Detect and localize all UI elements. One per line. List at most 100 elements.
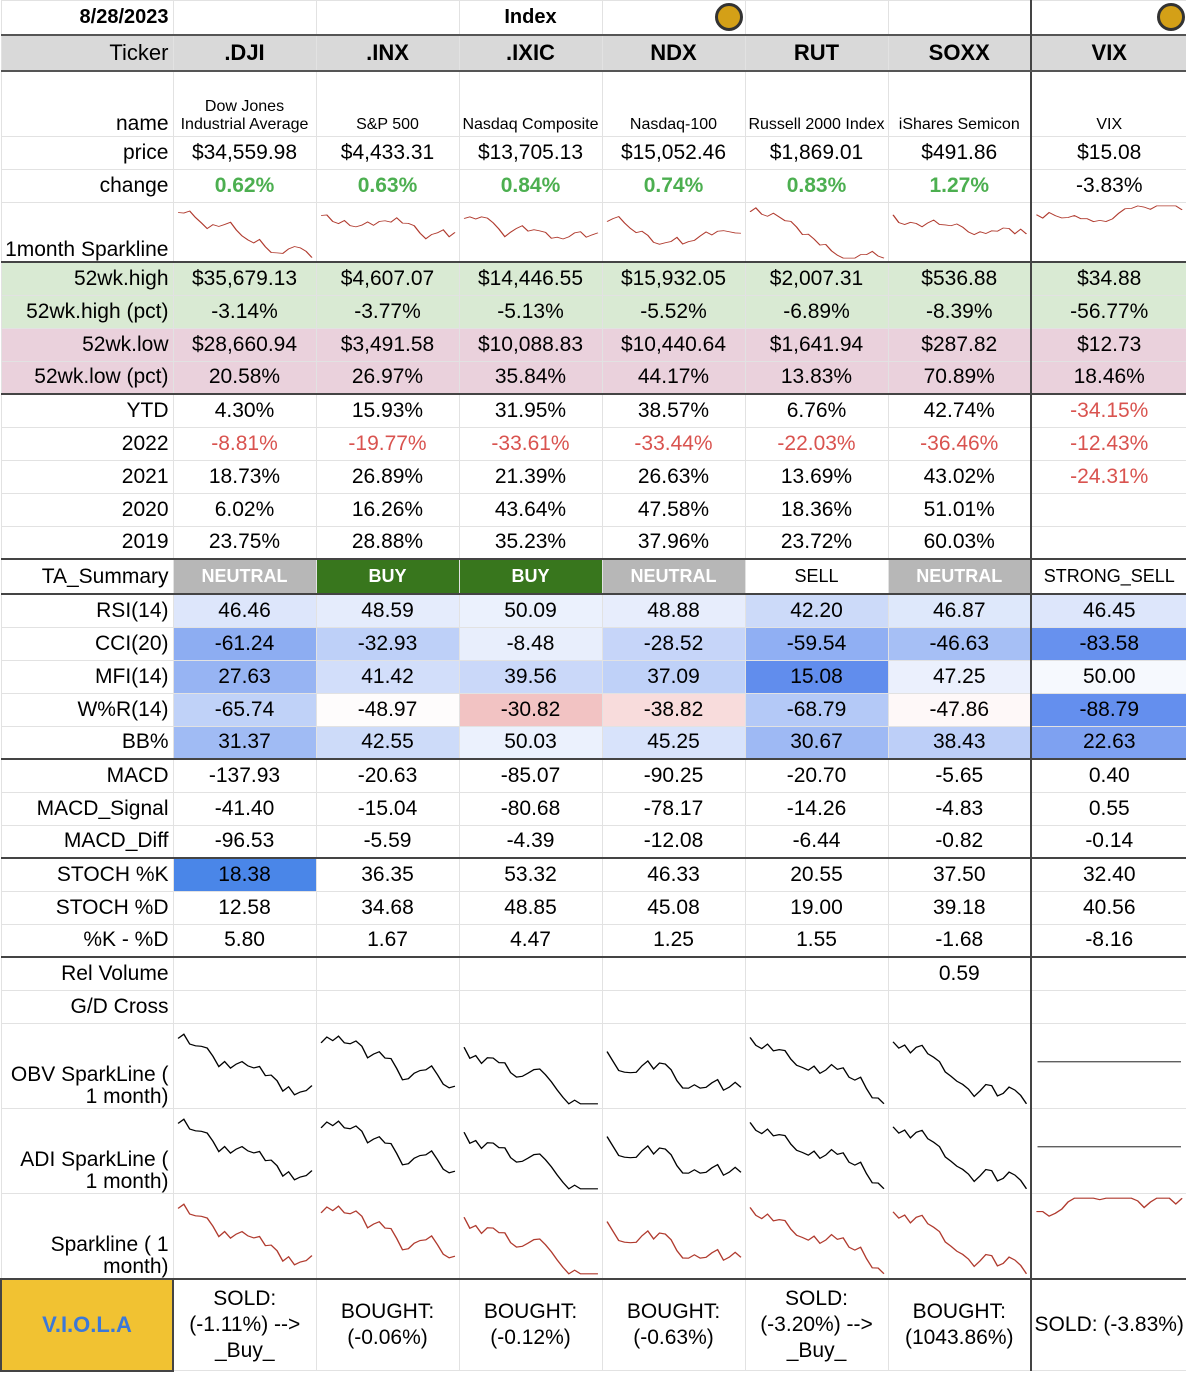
y2020-cell[interactable]: 16.26%: [315, 492, 460, 527]
name-cell[interactable]: Nasdaq Composite: [458, 70, 603, 137]
y2019-cell[interactable]: 23.75%: [172, 525, 317, 560]
obv-sparkline[interactable]: [315, 1022, 460, 1109]
viola-cell[interactable]: BOUGHT: (-0.63%): [601, 1277, 746, 1371]
change-cell[interactable]: 0.83%: [744, 169, 889, 203]
rel_volume-cell[interactable]: [744, 956, 889, 991]
price-cell[interactable]: $1,869.01: [744, 136, 889, 170]
stoch_d-cell[interactable]: 34.68: [315, 890, 460, 925]
wr-cell[interactable]: -88.79: [1030, 692, 1186, 727]
macd-cell[interactable]: -85.07: [458, 758, 603, 793]
y2021-cell[interactable]: 26.89%: [315, 459, 460, 494]
row-label-stoch_d[interactable]: STOCH %D: [0, 890, 174, 925]
low52_pct-cell[interactable]: 20.58%: [172, 360, 317, 395]
row-label-macd[interactable]: MACD: [0, 758, 174, 793]
stoch_k-cell[interactable]: 37.50: [887, 857, 1032, 892]
ta-summary-badge[interactable]: STRONG_SELL: [1030, 558, 1186, 595]
ytd-cell[interactable]: 4.30%: [172, 393, 317, 428]
ticker-header-cell[interactable]: RUT: [744, 33, 889, 72]
rsi-cell[interactable]: 46.46: [172, 593, 317, 628]
cci-cell[interactable]: -61.24: [172, 626, 317, 661]
spark-sparkline[interactable]: [315, 1192, 460, 1279]
ytd-cell[interactable]: 31.95%: [458, 393, 603, 428]
rsi-cell[interactable]: 48.88: [601, 593, 746, 628]
row-label-y2021[interactable]: 2021: [0, 459, 174, 494]
ta-summary-badge[interactable]: SELL: [744, 558, 889, 595]
mfi-cell[interactable]: 39.56: [458, 659, 603, 694]
name-cell[interactable]: VIX: [1030, 70, 1186, 137]
name-cell[interactable]: Russell 2000 Index: [744, 70, 889, 137]
viola-cell[interactable]: BOUGHT: (-0.12%): [458, 1277, 603, 1371]
y2020-cell[interactable]: 18.36%: [744, 492, 889, 527]
price-cell[interactable]: $491.86: [887, 136, 1032, 170]
gd-cross-cell[interactable]: [744, 989, 889, 1024]
top-cell[interactable]: [172, 0, 317, 35]
ticker-header-cell[interactable]: VIX: [1030, 33, 1186, 72]
y2021-cell[interactable]: 21.39%: [458, 459, 603, 494]
ytd-cell[interactable]: 38.57%: [601, 393, 746, 428]
change-cell[interactable]: 0.62%: [172, 169, 317, 203]
k_minus_d-cell[interactable]: 1.67: [315, 923, 460, 958]
high52_pct-cell[interactable]: -3.14%: [172, 294, 317, 329]
row-label-wr[interactable]: W%R(14): [0, 692, 174, 727]
y2019-cell[interactable]: 37.96%: [601, 525, 746, 560]
sparkline-1m-sparkline[interactable]: [315, 202, 460, 263]
high52_pct-cell[interactable]: -8.39%: [887, 294, 1032, 329]
name-cell[interactable]: S&P 500: [315, 70, 460, 137]
k_minus_d-cell[interactable]: 1.25: [601, 923, 746, 958]
low52_pct-cell[interactable]: 18.46%: [1030, 360, 1186, 395]
y2022-cell[interactable]: -22.03%: [744, 426, 889, 461]
low52-cell[interactable]: $28,660.94: [172, 327, 317, 362]
spark-sparkline[interactable]: [458, 1192, 603, 1279]
viola-label[interactable]: V.I.O.L.A: [0, 1277, 174, 1372]
wr-cell[interactable]: -65.74: [172, 692, 317, 727]
stoch_d-cell[interactable]: 19.00: [744, 890, 889, 925]
macd_diff-cell[interactable]: -4.39: [458, 824, 603, 859]
sparkline-1m-sparkline[interactable]: [744, 202, 889, 263]
row-label-rel_volume[interactable]: Rel Volume: [0, 956, 174, 991]
rel_volume-cell[interactable]: [601, 956, 746, 991]
ytd-cell[interactable]: 15.93%: [315, 393, 460, 428]
top-cell[interactable]: [315, 0, 460, 35]
mfi-cell[interactable]: 27.63: [172, 659, 317, 694]
k_minus_d-cell[interactable]: 4.47: [458, 923, 603, 958]
ticker-header-cell[interactable]: SOXX: [887, 33, 1032, 72]
y2021-cell[interactable]: 43.02%: [887, 459, 1032, 494]
low52-cell[interactable]: $1,641.94: [744, 327, 889, 362]
stoch_k-cell[interactable]: 18.38: [172, 857, 317, 892]
rsi-cell[interactable]: 48.59: [315, 593, 460, 628]
y2020-cell[interactable]: [1030, 492, 1186, 527]
stoch_k-cell[interactable]: 46.33: [601, 857, 746, 892]
row-label-cci[interactable]: CCI(20): [0, 626, 174, 661]
y2022-cell[interactable]: -33.61%: [458, 426, 603, 461]
viola-cell[interactable]: SOLD: (-1.11%) --> _Buy_: [172, 1277, 317, 1371]
k_minus_d-cell[interactable]: 1.55: [744, 923, 889, 958]
low52_pct-cell[interactable]: 70.89%: [887, 360, 1032, 395]
row-label-y2019[interactable]: 2019: [0, 525, 174, 560]
row-label-change[interactable]: change: [0, 169, 174, 203]
cci-cell[interactable]: -46.63: [887, 626, 1032, 661]
y2020-cell[interactable]: 6.02%: [172, 492, 317, 527]
sparkline-1m-sparkline[interactable]: [172, 202, 317, 263]
rsi-cell[interactable]: 46.87: [887, 593, 1032, 628]
change-cell[interactable]: 0.63%: [315, 169, 460, 203]
spark-sparkline[interactable]: [172, 1192, 317, 1279]
row-label-ytd[interactable]: YTD: [0, 393, 174, 428]
ta-summary-badge[interactable]: BUY: [458, 558, 603, 595]
macd_diff-cell[interactable]: -12.08: [601, 824, 746, 859]
row-label-name[interactable]: name: [0, 70, 174, 137]
sparkline-1m-sparkline[interactable]: [601, 202, 746, 263]
ticker-header[interactable]: Ticker: [0, 33, 174, 72]
low52-cell[interactable]: $3,491.58: [315, 327, 460, 362]
y2022-cell[interactable]: -8.81%: [172, 426, 317, 461]
obv-sparkline[interactable]: [601, 1022, 746, 1109]
macd_diff-cell[interactable]: -96.53: [172, 824, 317, 859]
price-cell[interactable]: $15,052.46: [601, 136, 746, 170]
ta-summary-badge[interactable]: NEUTRAL: [172, 558, 317, 595]
gd-cross-cell[interactable]: [601, 989, 746, 1024]
ticker-header-cell[interactable]: NDX: [601, 33, 746, 72]
cci-cell[interactable]: -32.93: [315, 626, 460, 661]
adi-sparkline[interactable]: [458, 1107, 603, 1194]
macd-cell[interactable]: -90.25: [601, 758, 746, 793]
macd_signal-cell[interactable]: -41.40: [172, 791, 317, 826]
obv-sparkline[interactable]: [744, 1022, 889, 1109]
